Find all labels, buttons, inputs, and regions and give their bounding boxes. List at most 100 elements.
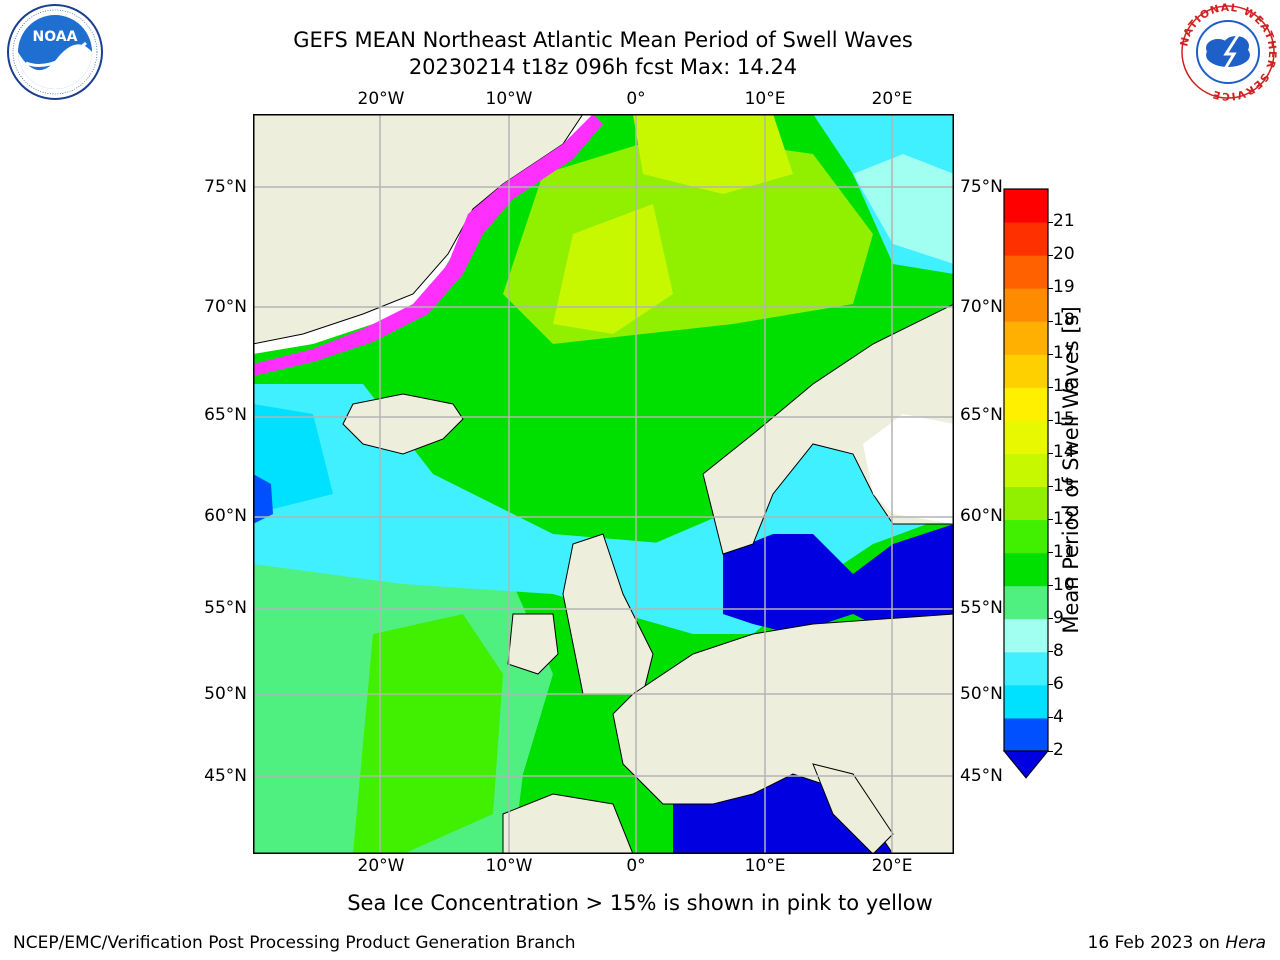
lat-label-right: 75°N <box>960 177 1003 197</box>
noaa-logo-text: NOAA <box>33 29 78 45</box>
lat-label-right: 65°N <box>960 405 1003 425</box>
colorbar-tick-label: 16 <box>1053 376 1075 397</box>
colorbar-band <box>1004 255 1048 289</box>
colorbar <box>1002 188 1050 779</box>
colorbar-band <box>1004 585 1048 620</box>
swell-field-zone <box>253 474 273 524</box>
swell-field-zone <box>353 614 503 854</box>
lat-label-left: 45°N <box>204 766 247 786</box>
lon-label-bottom: 20°E <box>871 856 913 876</box>
swell-field-zone <box>633 114 793 194</box>
footer-host: Hera <box>1225 933 1266 953</box>
lat-label-left: 60°N <box>204 506 247 526</box>
colorbar-tick-mark <box>1048 287 1053 289</box>
lon-label-top: 20°E <box>871 89 913 109</box>
lat-label-left: 70°N <box>204 297 247 317</box>
lat-label-right: 50°N <box>960 684 1003 704</box>
colorbar-tick-mark <box>1048 386 1053 388</box>
map-frame <box>253 114 954 854</box>
swell-field-zone <box>553 204 673 334</box>
colorbar-band <box>1004 684 1048 719</box>
colorbar-tick-mark <box>1048 684 1053 686</box>
greenland-land <box>253 114 584 345</box>
colorbar-frame <box>1003 188 1049 752</box>
lat-label-left: 55°N <box>204 598 247 618</box>
colorbar-tick-mark <box>1048 519 1053 521</box>
colorbar-band <box>1004 321 1048 355</box>
colorbar-tick-label: 20 <box>1053 244 1075 265</box>
colorbar-tick-label: 6 <box>1053 673 1064 694</box>
noaa-logo: NOAA <box>7 4 103 100</box>
colorbar-tick-label: 2 <box>1053 740 1064 760</box>
lat-label-left: 50°N <box>204 684 247 704</box>
map-subtitle: 20230214 t18z 096h fcst Max: 14.24 <box>408 55 798 79</box>
gulf-of-bothnia-ice <box>863 414 954 524</box>
colorbar-tick-label: 10 <box>1053 574 1075 595</box>
colorbar-tick-mark <box>1048 320 1053 322</box>
colorbar-band <box>1004 420 1048 454</box>
lon-label-top: 10°W <box>485 89 533 109</box>
lon-label-bottom: 10°W <box>485 856 533 876</box>
footer-credit: NCEP/EMC/Verification Post Processing Pr… <box>13 933 576 953</box>
lon-label-top: 20°W <box>357 89 405 109</box>
colorbar-band <box>1004 288 1048 322</box>
colorbar-band <box>1004 651 1048 686</box>
colorbar-band <box>1004 519 1048 554</box>
colorbar-tick-mark <box>1048 750 1053 752</box>
colorbar-label: Mean Period of Swell Waves [s] <box>1059 306 1083 634</box>
lat-label-right: 45°N <box>960 766 1003 786</box>
colorbar-band <box>1004 453 1048 488</box>
sea-ice-caption: Sea Ice Concentration > 15% is shown in … <box>347 891 933 915</box>
colorbar-tick-mark <box>1048 717 1053 719</box>
colorbar-tick-label: 19 <box>1053 277 1075 298</box>
colorbar-tick-label: 15 <box>1053 409 1075 430</box>
low-period-zone <box>673 764 893 854</box>
lon-label-top: 10°E <box>744 89 786 109</box>
colorbar-tick-label: 12 <box>1053 508 1075 529</box>
colorbar-tick-label: 17 <box>1053 343 1075 364</box>
colorbar-band <box>1004 387 1048 421</box>
lat-label-right: 60°N <box>960 506 1003 526</box>
colorbar-tick-label: 14 <box>1053 442 1075 463</box>
colorbar-tick-label: 11 <box>1053 541 1075 562</box>
iberia-land <box>502 793 634 854</box>
colorbar-extend-arrow <box>1002 750 1050 779</box>
colorbar-tick-mark <box>1048 552 1053 554</box>
colorbar-tick-mark <box>1048 452 1053 454</box>
swell-field-zone <box>253 404 333 514</box>
colorbar-band <box>1004 486 1048 521</box>
lon-label-bottom: 0° <box>626 856 646 876</box>
colorbar-tick-mark <box>1048 221 1053 223</box>
colorbar-band <box>1004 222 1048 256</box>
colorbar-tick-label: 21 <box>1053 211 1075 232</box>
colorbar-tick-label: 9 <box>1053 607 1064 628</box>
colorbar-tick-label: 8 <box>1053 640 1064 661</box>
colorbar-tick-mark <box>1048 353 1053 355</box>
low-period-zone <box>723 524 954 634</box>
italy-land <box>812 763 894 854</box>
colorbar-tick-label: 18 <box>1053 310 1075 331</box>
swell-period-map <box>253 114 954 854</box>
colorbar-tick-mark <box>1048 651 1053 653</box>
lon-label-bottom: 10°E <box>744 856 786 876</box>
colorbar-tick-label: 4 <box>1053 706 1064 727</box>
lat-label-left: 65°N <box>204 405 247 425</box>
colorbar-band <box>1004 717 1048 752</box>
lon-label-top: 0° <box>626 89 646 109</box>
sea-ice-edge <box>253 114 603 376</box>
colorbar-band <box>1004 552 1048 587</box>
colorbar-tick-mark <box>1048 618 1053 620</box>
colorbar-tick-mark <box>1048 254 1053 256</box>
lat-label-right: 55°N <box>960 598 1003 618</box>
iceland-land <box>342 393 464 455</box>
lon-label-bottom: 20°W <box>357 856 405 876</box>
lat-label-right: 70°N <box>960 297 1003 317</box>
colorbar-tick-mark <box>1048 486 1053 488</box>
colorbar-band <box>1004 354 1048 388</box>
graticule <box>253 114 954 854</box>
footer-timestamp: 16 Feb 2023 on Hera <box>1088 933 1266 953</box>
colorbar-band <box>1004 618 1048 653</box>
lat-label-left: 75°N <box>204 177 247 197</box>
footer-date: 16 Feb 2023 on <box>1087 933 1220 953</box>
swell-field-zone <box>853 154 954 264</box>
